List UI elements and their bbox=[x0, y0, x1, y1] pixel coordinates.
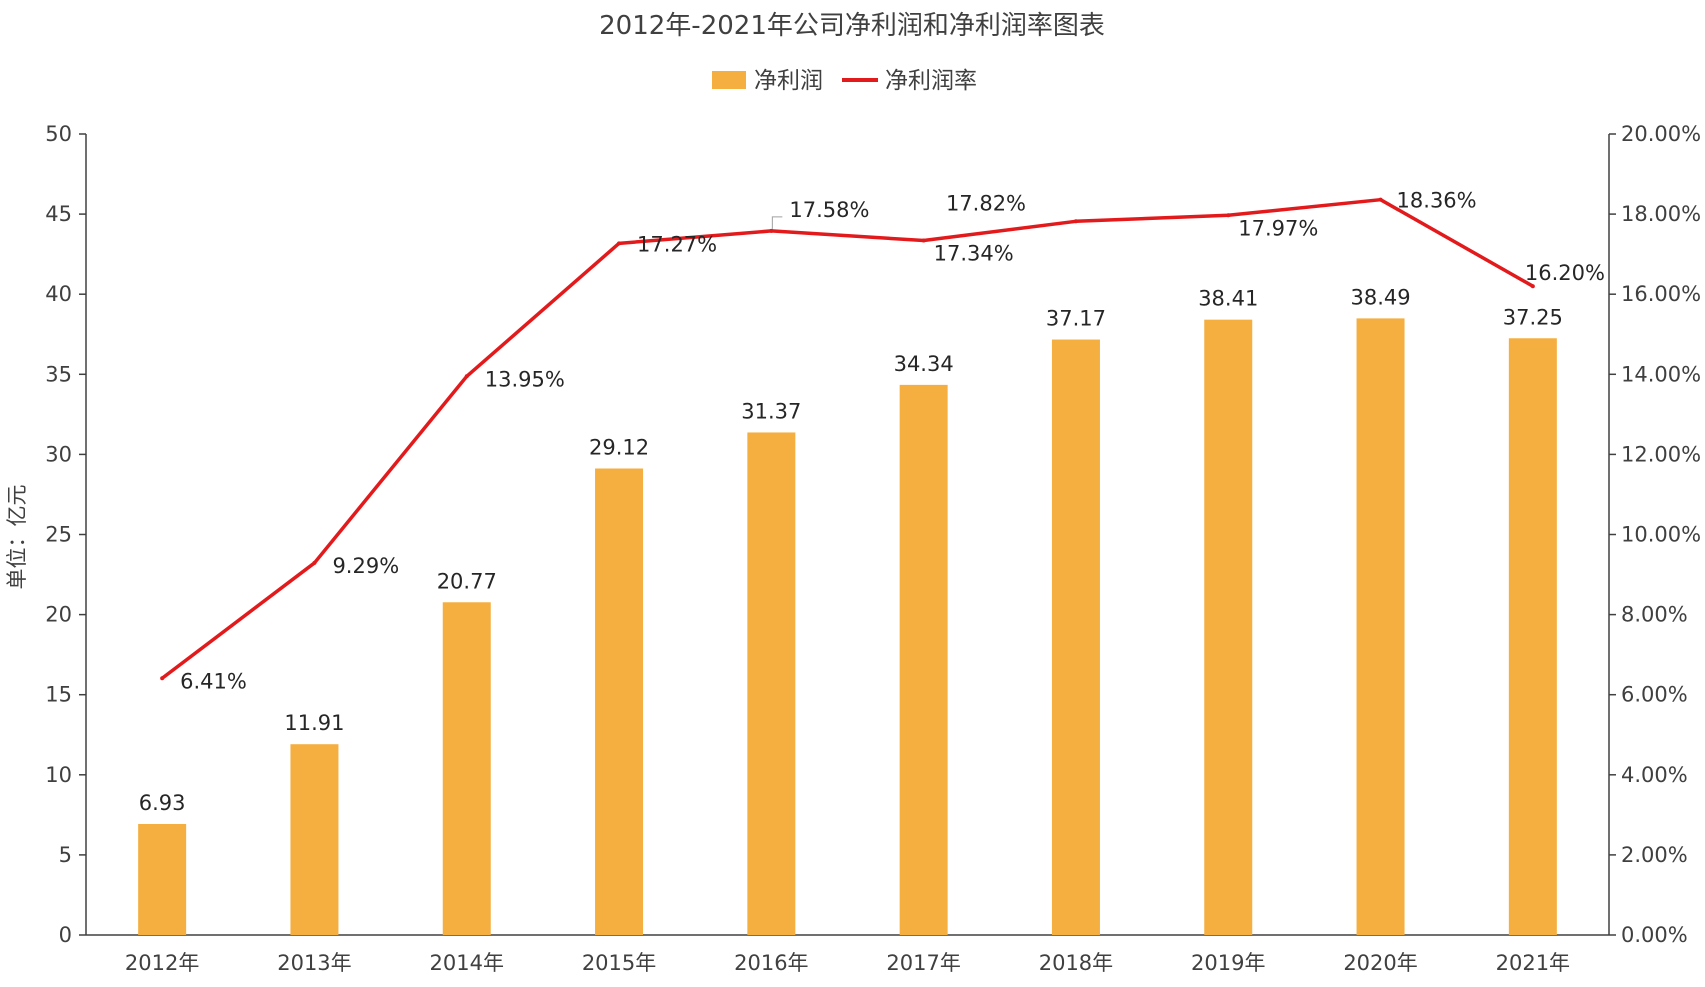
line-value-label: 17.34% bbox=[934, 242, 1014, 266]
line-value-label: 18.36% bbox=[1397, 189, 1477, 213]
line-value-label: 17.27% bbox=[637, 232, 717, 256]
line-point bbox=[1378, 197, 1383, 202]
left-tick-label: 50 bbox=[45, 122, 72, 146]
bar-value-label: 11.91 bbox=[284, 711, 344, 735]
bar-value-label: 37.17 bbox=[1046, 307, 1106, 331]
legend-label-net-profit: 净利润 bbox=[754, 68, 823, 94]
right-tick-label: 18.00% bbox=[1621, 202, 1701, 226]
bar bbox=[290, 744, 339, 935]
x-tick-label: 2013年 bbox=[277, 951, 351, 975]
right-tick-label: 14.00% bbox=[1621, 362, 1701, 386]
bar-data-labels: 6.93 11.91 20.77 29.12 31.37 34.34 37.17 38.41 3… bbox=[139, 285, 1563, 815]
chart-title: 2012年-2021年公司净利润和净利润率图表 bbox=[599, 11, 1105, 41]
line-value-label: 17.97% bbox=[1238, 216, 1318, 240]
bar bbox=[747, 432, 796, 935]
bar bbox=[138, 823, 187, 935]
right-tick-label: 12.00% bbox=[1621, 442, 1701, 466]
line-point bbox=[312, 560, 317, 565]
bar-value-label: 31.37 bbox=[741, 399, 801, 423]
x-tick-label: 2020年 bbox=[1343, 951, 1417, 975]
left-tick-label: 30 bbox=[45, 442, 72, 466]
y-axis-label: 单位：亿元 bbox=[5, 485, 29, 590]
left-tick-label: 45 bbox=[45, 202, 72, 226]
label-leader-line bbox=[771, 216, 783, 229]
right-tick-label: 20.00% bbox=[1621, 122, 1701, 146]
line-value-label: 13.95% bbox=[485, 367, 565, 391]
x-tick-label: 2017年 bbox=[886, 951, 960, 975]
right-tick-label: 16.00% bbox=[1621, 282, 1701, 306]
left-tick-label: 40 bbox=[45, 282, 72, 306]
bar-value-label: 34.34 bbox=[894, 352, 954, 376]
bar bbox=[442, 602, 491, 935]
line-value-label: 9.29% bbox=[332, 554, 399, 578]
right-tick-label: 4.00% bbox=[1621, 763, 1688, 787]
left-tick-label: 35 bbox=[45, 362, 72, 386]
bar-value-label: 37.25 bbox=[1503, 305, 1563, 329]
right-tick-label: 0.00% bbox=[1621, 923, 1688, 947]
bar-value-label: 6.93 bbox=[139, 791, 186, 815]
x-tick-label: 2019年 bbox=[1191, 951, 1265, 975]
left-tick-label: 0 bbox=[59, 923, 72, 947]
bar-series-net-profit bbox=[138, 318, 1557, 936]
line-point bbox=[1530, 284, 1535, 289]
line-point bbox=[769, 228, 774, 233]
line-data-labels: 6.41% 9.29% 13.95% 17.27% 17.58% 17.34% 17.82%… bbox=[180, 189, 1605, 694]
bar-value-label: 29.12 bbox=[589, 435, 649, 459]
bar bbox=[1204, 319, 1253, 935]
bar bbox=[1356, 318, 1405, 935]
right-tick-label: 10.00% bbox=[1621, 523, 1701, 547]
left-y-ticks: 0 5 10 15 20 25 30 35 40 45 50 bbox=[45, 122, 86, 947]
left-tick-label: 25 bbox=[45, 523, 72, 547]
legend: 净利润 净利润率 bbox=[712, 68, 977, 94]
line-value-label: 16.20% bbox=[1525, 261, 1605, 285]
x-tick-labels: 2012年 2013年 2014年 2015年 2016年 2017年 2018年 2019年… bbox=[125, 951, 1570, 975]
x-tick-label: 2012年 bbox=[125, 951, 199, 975]
bar-value-label: 20.77 bbox=[437, 569, 497, 593]
line-point bbox=[160, 676, 165, 681]
line-value-label: 17.58% bbox=[789, 198, 869, 222]
right-y-ticks: 0.00% 2.00% 4.00% 6.00% 8.00% 10.00% 12.00% 14.… bbox=[1609, 122, 1701, 947]
bar bbox=[899, 384, 948, 936]
x-tick-label: 2018年 bbox=[1039, 951, 1113, 975]
left-tick-label: 10 bbox=[45, 763, 72, 787]
line-series-net-margin bbox=[160, 197, 1535, 681]
line-value-label: 17.82% bbox=[946, 191, 1026, 215]
right-tick-label: 2.00% bbox=[1621, 843, 1688, 867]
legend-swatch-net-profit bbox=[712, 71, 746, 89]
x-tick-label: 2016年 bbox=[734, 951, 808, 975]
line-point bbox=[1073, 219, 1078, 224]
left-tick-label: 5 bbox=[59, 843, 72, 867]
line-point bbox=[921, 238, 926, 243]
left-tick-label: 15 bbox=[45, 683, 72, 707]
bar-value-label: 38.41 bbox=[1198, 287, 1258, 311]
net-margin-line bbox=[161, 197, 1534, 680]
line-point bbox=[1226, 213, 1231, 218]
line-value-label: 6.41% bbox=[180, 669, 247, 693]
bar-value-label: 38.49 bbox=[1350, 285, 1410, 309]
left-tick-label: 20 bbox=[45, 603, 72, 627]
legend-label-net-margin: 净利润率 bbox=[885, 68, 977, 94]
x-tick-label: 2014年 bbox=[430, 951, 504, 975]
bar bbox=[595, 468, 644, 935]
bar bbox=[1508, 338, 1557, 935]
x-tick-label: 2021年 bbox=[1496, 951, 1570, 975]
line-point bbox=[464, 374, 469, 379]
x-tick-label: 2015年 bbox=[582, 951, 656, 975]
bar bbox=[1051, 339, 1100, 935]
right-tick-label: 6.00% bbox=[1621, 683, 1688, 707]
line-point bbox=[617, 241, 622, 246]
right-tick-label: 8.00% bbox=[1621, 603, 1688, 627]
